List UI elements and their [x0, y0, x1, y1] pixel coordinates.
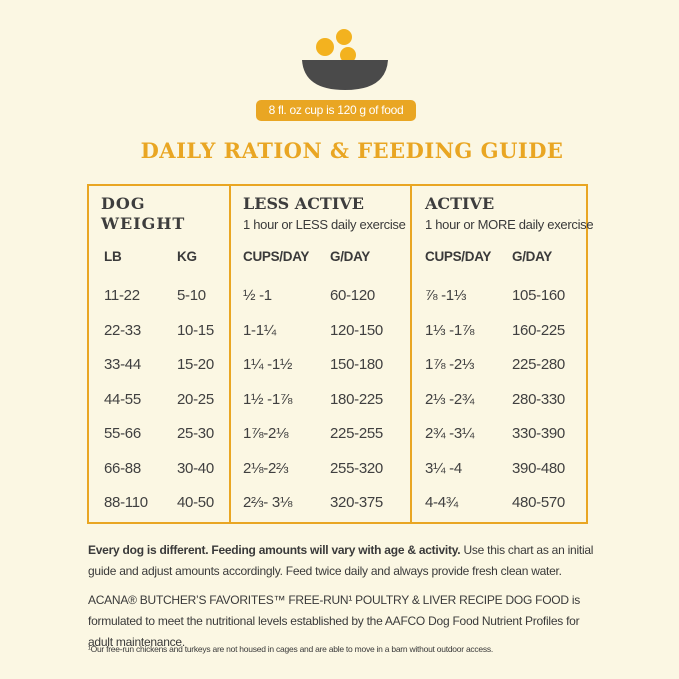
divider [229, 184, 231, 524]
cell: 2¾ -3¼ [425, 425, 475, 442]
cell: 255-320 [330, 459, 383, 477]
cell: 5-10 [177, 287, 206, 304]
cell: 2⅓ -2¾ [425, 390, 475, 408]
column-header: CUPS/DAY [425, 249, 492, 264]
cell: 225-255 [330, 425, 383, 442]
cell: ⅞ -1⅓ [425, 287, 467, 304]
divider [410, 184, 412, 524]
cell: 1½ -1⅞ [243, 390, 293, 408]
group-title: DOG WEIGHT [101, 194, 186, 233]
cell: 225-280 [512, 356, 565, 373]
cell: 1¼ -1½ [243, 356, 293, 373]
cell: 1⅞-2⅛ [243, 425, 289, 442]
group-title: LESS ACTIVE [243, 194, 364, 213]
cell: 20-25 [177, 390, 214, 408]
cell: 1⅓ -1⅞ [425, 321, 475, 339]
cell: 30-40 [177, 459, 214, 477]
cell: 15-20 [177, 356, 214, 373]
cell: 1-1¼ [243, 321, 276, 339]
cell: 330-390 [512, 425, 565, 442]
cell: 180-225 [330, 390, 383, 408]
group-title: ACTIVE [425, 194, 495, 213]
cell: 33-44 [104, 356, 141, 373]
cell: 390-480 [512, 459, 565, 477]
footnote: ¹Our free-run chickens and turkeys are n… [88, 644, 494, 654]
cell: 3¼ -4 [425, 459, 462, 477]
cell: 280-330 [512, 390, 565, 408]
cell: 4-4¾ [425, 494, 458, 511]
cell: 2⅛-2⅔ [243, 459, 289, 477]
group-subtitle: 1 hour or LESS daily exercise [243, 217, 406, 232]
bowl-icon [302, 29, 388, 90]
cell: 22-33 [104, 321, 141, 339]
cell: 40-50 [177, 494, 214, 511]
cell: 150-180 [330, 356, 383, 373]
cell: 60-120 [330, 287, 375, 304]
group-subtitle: 1 hour or MORE daily exercise [425, 217, 594, 232]
cell: 480-570 [512, 494, 565, 511]
cell: 320-375 [330, 494, 383, 511]
column-header: KG [177, 249, 197, 264]
cell: 105-160 [512, 287, 565, 304]
cell: ½ -1 [243, 287, 272, 304]
cell: 120-150 [330, 321, 383, 339]
column-header: CUPS/DAY [243, 249, 310, 264]
note-bold: Every dog is different. Feeding amounts … [88, 543, 461, 557]
cell: 66-88 [104, 459, 141, 477]
column-header: G/DAY [512, 249, 553, 264]
cell: 160-225 [512, 321, 565, 339]
cell: 2⅔- 3⅛ [243, 494, 293, 511]
note: Every dog is different. Feeding amounts … [88, 540, 598, 582]
note-text: Use this chart as an initial guide and a… [88, 543, 594, 578]
cell: 55-66 [104, 425, 141, 442]
table-border [87, 184, 588, 524]
cell: 10-15 [177, 321, 214, 339]
note: ACANA® BUTCHER’S FAVORITES™ FREE-RUN¹ PO… [88, 593, 581, 649]
cell: 1⅞ -2⅓ [425, 356, 475, 373]
badge: 8 fl. oz cup is 120 g of food [256, 100, 416, 121]
cell: 25-30 [177, 425, 214, 442]
title: DAILY RATION & FEEDING GUIDE [140, 138, 564, 163]
cell: 88-110 [104, 494, 148, 511]
column-header: G/DAY [330, 249, 371, 264]
cell: 11-22 [104, 287, 140, 304]
cell: 44-55 [104, 390, 141, 408]
column-header: LB [104, 249, 122, 264]
